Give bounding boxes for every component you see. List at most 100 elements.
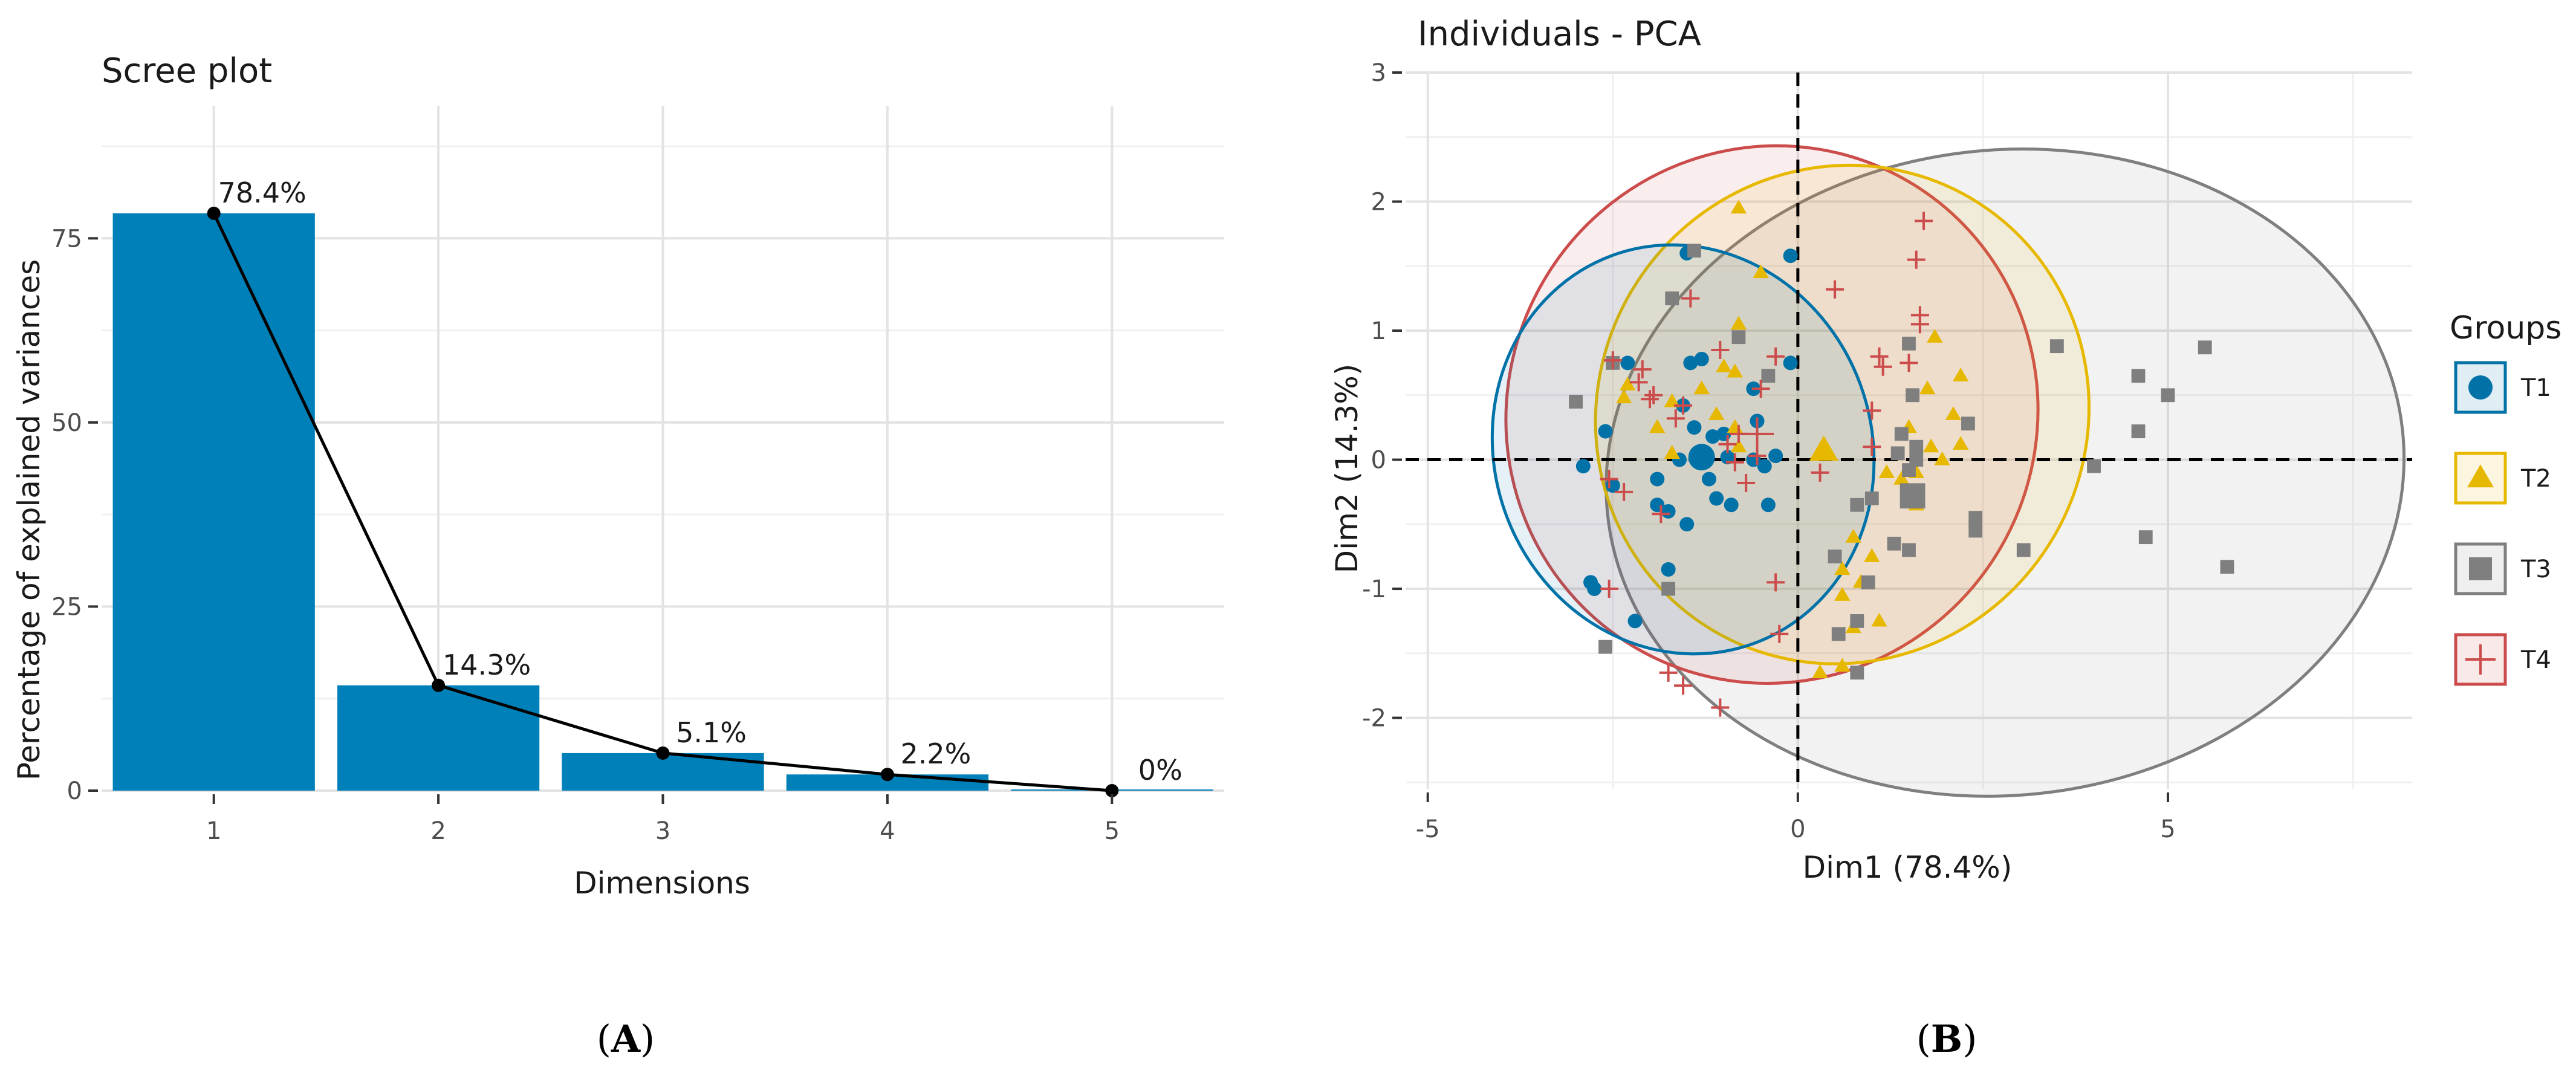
point-t3	[1731, 330, 1746, 345]
point-t4	[1863, 401, 1881, 420]
point-t3	[2131, 369, 2146, 383]
point-t2	[1727, 363, 1743, 378]
point-t3	[1968, 511, 1983, 525]
ellipse-t1	[1490, 243, 1876, 656]
point-t4	[1767, 573, 1785, 592]
scree-y-tick-label: 25	[51, 593, 82, 621]
scree-x-tick-label: 1	[206, 817, 221, 845]
point-t1	[1705, 429, 1721, 444]
legend-symbol-t4	[2465, 644, 2496, 675]
point-t3	[1831, 627, 1846, 641]
point-t4	[1914, 212, 1933, 230]
pca-y-label: Dim2 (14.3%)	[1329, 364, 1364, 574]
point-t4	[1666, 409, 1685, 428]
point-t2	[1834, 587, 1851, 601]
pca-centroids	[1688, 417, 1926, 509]
pca-x-tick-label: 5	[2160, 815, 2175, 843]
point-t3	[1968, 523, 1983, 538]
point-t2	[1753, 264, 1769, 279]
scree-value-label-3: 5.1%	[676, 716, 747, 749]
point-t1	[1598, 424, 1613, 439]
point-t3	[2016, 543, 2031, 557]
point-t4	[1718, 435, 1737, 453]
pca-x-tick-label: -5	[1416, 815, 1440, 843]
point-t2	[1693, 380, 1710, 395]
point-t2	[1934, 451, 1950, 465]
point-t2	[1952, 368, 1969, 381]
point-t2	[1664, 445, 1680, 459]
point-t4	[1681, 289, 1700, 308]
point-t4	[1674, 396, 1693, 415]
legend-key-t1	[2454, 361, 2507, 414]
point-t3	[2138, 530, 2153, 545]
point-t4	[1737, 473, 1756, 492]
point-t4	[1652, 505, 1670, 523]
scree-bars	[112, 213, 1213, 791]
point-t1	[1575, 459, 1591, 474]
point-t2	[1649, 419, 1666, 433]
point-t1	[1687, 420, 1702, 435]
scree-y-tick-label: 50	[51, 409, 82, 437]
point-t4	[1767, 347, 1785, 366]
pca-title: Individuals - PCA	[1418, 15, 1701, 54]
point-t3	[1850, 497, 1864, 512]
point-t3	[2049, 339, 2064, 354]
point-t2	[1730, 199, 1747, 214]
scree-value-label-5: 0%	[1138, 754, 1183, 786]
panel-b-letter: B	[1931, 1017, 1962, 1061]
legend-symbol-t2	[2467, 464, 2494, 488]
point-t4	[1659, 663, 1678, 682]
legend-label-t4: T4	[2520, 646, 2551, 674]
point-t1	[1720, 450, 1735, 465]
panel-a-label: (A)	[597, 1017, 655, 1061]
scree-value-label-1: 78.4%	[218, 177, 307, 209]
point-t1	[1694, 352, 1709, 366]
panel-b-label: (B)	[1916, 1017, 1977, 1061]
point-t1	[1627, 614, 1643, 629]
point-t3	[1850, 666, 1864, 680]
point-t1	[1709, 491, 1724, 506]
point-t1	[1783, 248, 1798, 264]
point-t1	[1620, 355, 1635, 371]
scree-bar-2	[337, 685, 540, 791]
point-t1	[1661, 562, 1676, 577]
scree-title: Scree plot	[102, 51, 272, 91]
point-t4	[1751, 380, 1770, 398]
point-t2	[1620, 377, 1636, 390]
point-t2	[1615, 389, 1632, 404]
point-t3	[2220, 560, 2234, 574]
point-t3	[1661, 581, 1676, 596]
point-t2	[1664, 393, 1680, 407]
point-t2	[1952, 436, 1969, 450]
point-t1	[1768, 449, 1783, 464]
point-t3	[1861, 575, 1875, 589]
point-t4	[1633, 360, 1652, 379]
centroid-t1	[1688, 444, 1715, 471]
point-t2	[1730, 316, 1747, 330]
pca-legend: Groups T1 T2 T3 T4	[2450, 310, 2561, 686]
ellipse-t3	[1604, 147, 2406, 798]
pca-zero-lines	[1406, 73, 2412, 789]
legend-label-t1: T1	[2520, 374, 2551, 402]
point-t3	[1850, 614, 1864, 628]
point-t1	[1783, 355, 1798, 371]
point-t1	[1760, 497, 1776, 513]
pca-y-tick-label: 2	[1371, 189, 1386, 216]
point-t3	[2198, 340, 2212, 355]
point-t4	[1874, 357, 1892, 376]
point-t2	[1878, 464, 1895, 479]
point-t2	[1927, 329, 1943, 343]
legend-symbol-t3	[2469, 557, 2492, 580]
pca-points	[1569, 199, 2234, 717]
scree-point-5	[1105, 784, 1119, 797]
scree-x-tick-label: 5	[1105, 817, 1120, 845]
point-t1	[1724, 497, 1739, 513]
legend-label-t2: T2	[2520, 465, 2551, 493]
point-t1	[1701, 471, 1716, 487]
point-t4	[1674, 676, 1693, 695]
point-t2	[1945, 406, 1962, 420]
scree-x-tick-label: 4	[880, 817, 895, 845]
point-t3	[1909, 453, 1924, 467]
point-t2	[1730, 438, 1747, 453]
